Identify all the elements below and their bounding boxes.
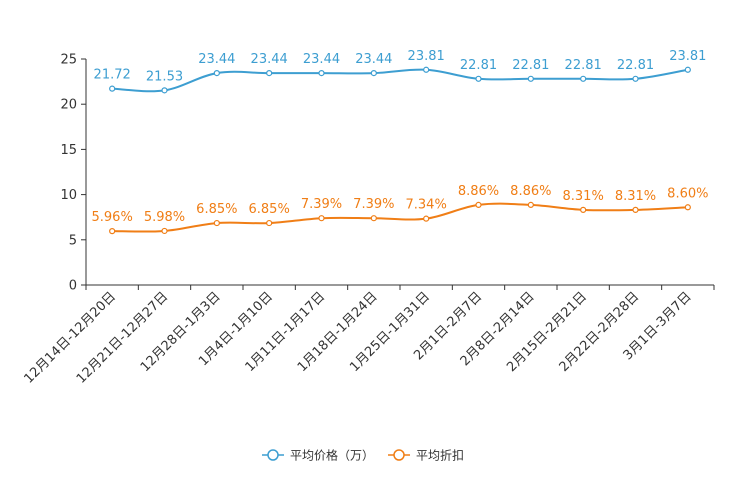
data-point[interactable]	[370, 70, 377, 77]
data-label: 23.81	[408, 49, 445, 64]
data-point[interactable]	[527, 75, 534, 82]
data-label: 22.81	[460, 58, 497, 73]
y-tick-label: 0	[69, 279, 77, 294]
data-point[interactable]	[527, 201, 534, 209]
data-point[interactable]	[580, 206, 587, 213]
data-point[interactable]	[318, 215, 325, 222]
data-label: 5.96%	[92, 210, 133, 225]
legend-label: 平均价格（万）	[290, 448, 374, 463]
data-point[interactable]	[318, 70, 325, 77]
series-line	[112, 202, 688, 233]
data-label: 8.86%	[510, 184, 551, 199]
data-point[interactable]	[161, 87, 168, 94]
data-point[interactable]	[684, 204, 691, 211]
y-tick-label: 25	[60, 53, 77, 68]
data-label: 23.44	[355, 52, 392, 67]
data-label: 22.81	[565, 58, 602, 73]
data-label: 23.44	[303, 52, 340, 67]
data-label: 6.85%	[249, 202, 290, 217]
data-label: 23.44	[251, 52, 288, 67]
data-point[interactable]	[475, 201, 482, 209]
data-point[interactable]	[266, 219, 273, 227]
data-label: 7.34%	[406, 198, 447, 213]
y-tick-label: 5	[69, 233, 77, 248]
legend-marker-icon	[393, 449, 405, 461]
x-tick-label: 12月21日-12月27日	[74, 289, 171, 386]
data-point[interactable]	[684, 66, 691, 73]
data-label: 8.60%	[667, 186, 708, 201]
data-point[interactable]	[632, 206, 639, 213]
data-point[interactable]	[475, 75, 482, 82]
data-point[interactable]	[266, 70, 273, 77]
data-point[interactable]	[109, 85, 116, 92]
y-tick-label: 10	[60, 188, 77, 203]
data-label: 22.81	[512, 58, 549, 73]
data-point[interactable]	[370, 215, 377, 222]
legend-marker-icon	[267, 449, 279, 461]
data-label: 8.31%	[615, 189, 656, 204]
data-point[interactable]	[580, 75, 587, 82]
y-tick-label: 15	[60, 143, 77, 158]
data-label: 21.72	[94, 68, 131, 83]
y-tick-label: 20	[60, 98, 77, 113]
data-point[interactable]	[213, 70, 220, 77]
data-label: 8.86%	[458, 184, 499, 199]
data-point[interactable]	[213, 219, 220, 227]
data-label: 5.98%	[144, 210, 185, 225]
data-label: 8.31%	[563, 189, 604, 204]
data-label: 23.44	[198, 52, 235, 67]
data-point[interactable]	[423, 66, 430, 73]
series-layer: 21.72 21.53 23.44 23.44 23.44 23.44 23.81 22.81…	[92, 49, 708, 235]
data-label: 22.81	[617, 58, 654, 73]
legend[interactable]: 平均价格（万） 平均折扣	[262, 448, 464, 463]
series-line	[112, 68, 689, 93]
data-label: 6.85%	[196, 202, 237, 217]
data-label: 21.53	[146, 69, 183, 84]
legend-item-1[interactable]: 平均价格（万）	[262, 448, 374, 463]
x-tick-label: 12月14日-12月20日	[22, 289, 119, 386]
data-label: 7.39%	[301, 197, 342, 212]
data-label: 7.39%	[353, 197, 394, 212]
data-point[interactable]	[109, 228, 116, 235]
data-point[interactable]	[632, 75, 639, 82]
data-point[interactable]	[161, 227, 168, 235]
legend-label: 平均折扣	[416, 448, 464, 463]
data-point[interactable]	[423, 215, 430, 222]
legend-item-2[interactable]: 平均折扣	[388, 448, 464, 463]
series-2: 5.96% 5.98% 6.85% 6.85% 7.39% 7.39% 7.34% 8.86%…	[92, 184, 708, 235]
series-1: 21.72 21.53 23.44 23.44 23.44 23.44 23.81 22.81…	[94, 49, 706, 94]
data-label: 23.81	[669, 49, 706, 64]
